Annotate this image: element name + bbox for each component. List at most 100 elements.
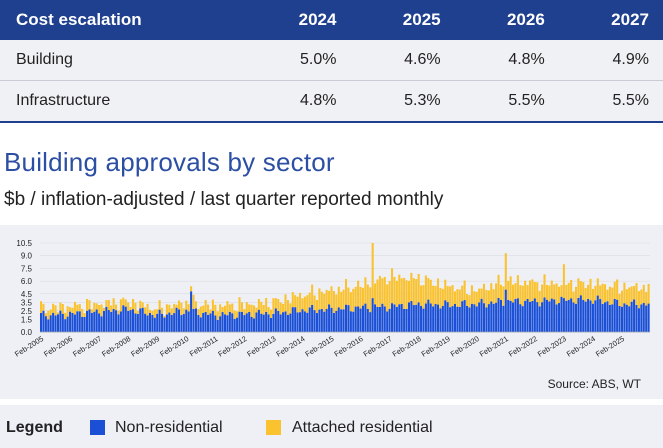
table-row-infrastructure: Infrastructure 4.8% 5.3% 5.5% 5.5%: [0, 80, 663, 123]
bar-non-residential: [122, 305, 125, 332]
bar-non-residential: [93, 311, 96, 332]
bar-non-residential: [163, 317, 166, 332]
bar-attached-residential: [221, 307, 224, 313]
bar-attached-residential: [499, 284, 502, 300]
bar-non-residential: [313, 310, 316, 332]
bar-non-residential: [245, 313, 248, 332]
bar-attached-residential: [93, 302, 96, 312]
bar-attached-residential: [628, 287, 631, 307]
legend-label-attached-residential: Attached residential: [292, 419, 433, 436]
bar-non-residential: [422, 308, 425, 332]
bar-non-residential: [574, 303, 578, 332]
bar-non-residential: [226, 315, 229, 332]
cell-2024: 4.8%: [246, 80, 351, 123]
bar-attached-residential: [42, 303, 45, 311]
bar-attached-residential: [415, 279, 418, 305]
bar-non-residential: [299, 312, 302, 332]
bar-attached-residential: [574, 286, 578, 304]
bar-attached-residential: [354, 286, 357, 307]
bar-attached-residential: [587, 284, 590, 299]
bar-non-residential: [64, 319, 67, 332]
bar-attached-residential: [545, 284, 548, 300]
bar-non-residential: [606, 301, 609, 332]
bar-attached-residential: [381, 278, 384, 304]
bar-non-residential: [633, 299, 636, 332]
bar-non-residential: [325, 308, 328, 332]
bar-attached-residential: [478, 288, 481, 303]
bar-non-residential: [146, 315, 149, 332]
bar-non-residential: [536, 302, 539, 332]
bar-attached-residential: [516, 275, 519, 299]
bar-attached-residential: [420, 285, 423, 306]
bar-attached-residential: [620, 290, 624, 307]
bar-non-residential: [308, 307, 311, 332]
bar-non-residential: [47, 319, 50, 332]
bar-attached-residential: [311, 284, 314, 305]
bar-non-residential: [216, 319, 219, 332]
bar-attached-residential: [98, 304, 101, 314]
bar-non-residential: [545, 299, 548, 332]
bar-attached-residential: [618, 293, 621, 307]
bar-non-residential: [269, 317, 273, 332]
bar-non-residential: [110, 311, 113, 332]
bar-non-residential: [608, 304, 611, 332]
bar-attached-residential: [441, 288, 444, 306]
legend-label-non-residential: Non-residential: [115, 419, 223, 436]
bar-attached-residential: [369, 287, 372, 313]
bar-non-residential: [376, 307, 379, 332]
bar-attached-residential: [378, 275, 381, 307]
bar-non-residential: [56, 314, 60, 332]
bar-attached-residential: [204, 299, 207, 312]
bar-attached-residential: [257, 299, 260, 310]
bar-attached-residential: [475, 291, 478, 307]
bar-non-residential: [228, 311, 231, 332]
bar-non-residential: [265, 311, 268, 332]
bar-non-residential: [219, 316, 222, 332]
bar-non-residential: [194, 308, 197, 332]
bar-non-residential: [429, 303, 432, 332]
bar-attached-residential: [349, 292, 352, 312]
bar-non-residential: [95, 309, 98, 332]
bar-non-residential: [85, 310, 89, 332]
bar-attached-residential: [565, 284, 568, 301]
bar-attached-residential: [185, 300, 188, 310]
bar-non-residential: [502, 305, 505, 332]
bar-non-residential: [124, 306, 127, 332]
bar-attached-residential: [434, 285, 437, 304]
bar-non-residential: [100, 316, 103, 332]
bar-attached-residential: [470, 285, 473, 304]
bar-attached-residential: [398, 274, 401, 305]
bar-non-residential: [277, 311, 280, 332]
bar-non-residential: [311, 304, 314, 332]
bar-non-residential: [371, 298, 374, 332]
bar-non-residential: [410, 301, 413, 332]
bar-non-residential: [567, 299, 570, 332]
y-tick-label: 0.0: [21, 328, 33, 337]
bar-non-residential: [587, 298, 590, 332]
bar-non-residential: [640, 304, 643, 332]
x-tick-label: Feb-2009: [129, 334, 161, 359]
x-tick-label: Feb-2005: [13, 334, 45, 359]
bar-attached-residential: [158, 300, 161, 310]
x-tick-label: Feb-2006: [42, 334, 74, 359]
bar-non-residential: [192, 308, 195, 332]
bar-non-residential: [115, 310, 118, 332]
bar-attached-residential: [66, 306, 69, 317]
bar-attached-residential: [260, 301, 263, 314]
bar-attached-residential: [69, 307, 72, 312]
bar-attached-residential: [320, 291, 323, 310]
bar-non-residential: [105, 306, 108, 332]
bar-non-residential: [262, 314, 265, 332]
bar-non-residential: [415, 304, 418, 332]
bar-non-residential: [468, 307, 471, 332]
bar-attached-residential: [541, 284, 544, 303]
bar-attached-residential: [562, 264, 565, 299]
bar-attached-residential: [90, 309, 93, 313]
bar-non-residential: [572, 302, 575, 332]
bar-non-residential: [458, 306, 461, 332]
bar-non-residential: [381, 303, 384, 332]
bar-non-residential: [555, 304, 558, 332]
bar-non-residential: [209, 313, 212, 332]
bar-attached-residential: [182, 308, 185, 314]
x-tick-label: Feb-2014: [274, 334, 306, 359]
